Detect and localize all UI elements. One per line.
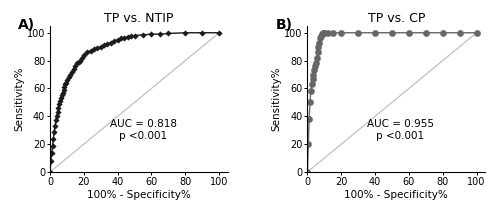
Title: TP vs. NTIP: TP vs. NTIP	[104, 12, 174, 25]
Text: AUC = 0.955
p <0.001: AUC = 0.955 p <0.001	[367, 119, 434, 141]
X-axis label: 100% - Specificity%: 100% - Specificity%	[344, 190, 448, 200]
X-axis label: 100% - Specificity%: 100% - Specificity%	[87, 190, 190, 200]
Y-axis label: Sensitivity%: Sensitivity%	[272, 67, 281, 131]
Text: A): A)	[18, 18, 35, 32]
Text: AUC = 0.818
p <0.001: AUC = 0.818 p <0.001	[110, 119, 176, 141]
Title: TP vs. CP: TP vs. CP	[368, 12, 425, 25]
Text: B): B)	[276, 18, 292, 32]
Y-axis label: Sensitivity%: Sensitivity%	[14, 67, 24, 131]
